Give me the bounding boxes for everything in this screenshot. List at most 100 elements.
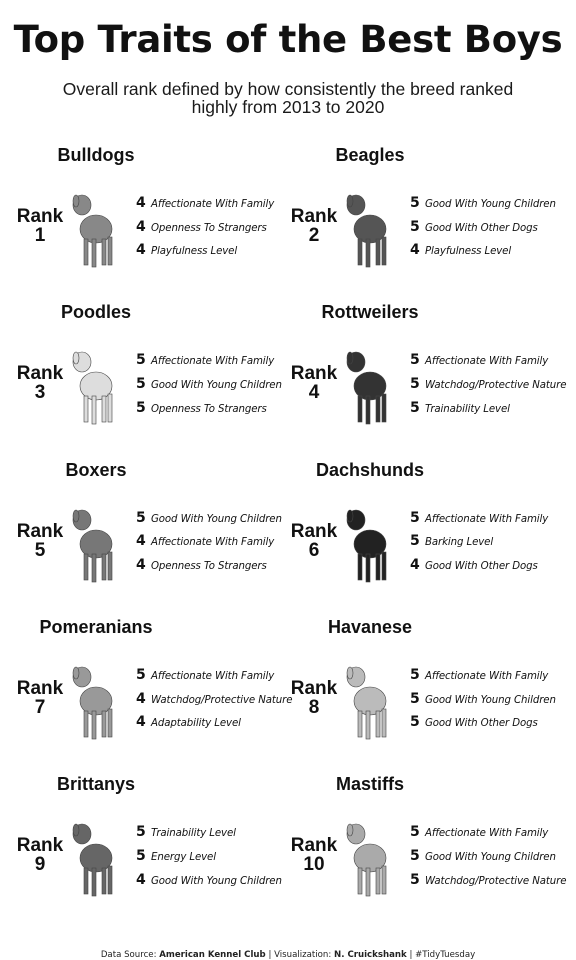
- trait-score: 4: [136, 714, 146, 731]
- trait-score: 5: [410, 666, 420, 683]
- trait-row: 5 Affectionate With Family: [136, 351, 288, 375]
- trait-list: 5 Affectionate With Family 5 Good With Youn…: [410, 823, 566, 895]
- trait-row: 5 Affectionate With Family: [410, 823, 562, 847]
- author-name: N. Cruickshank: [334, 950, 407, 960]
- breed-name: Rottweilers: [321, 302, 419, 323]
- rank-number: 4: [308, 382, 320, 404]
- dog-illustration: [72, 351, 113, 425]
- trait-name: Affectionate With Family: [425, 513, 549, 525]
- trait-list: 5 Affectionate With Family 5 Good With Youn…: [410, 666, 562, 737]
- trait-row: 4 Playfulness Level: [410, 241, 562, 265]
- dog-illustration: [346, 823, 387, 897]
- trait-row: 5 Affectionate With Family: [410, 351, 562, 375]
- trait-row: 5 Watchdog/Protective Nature: [410, 871, 566, 895]
- trait-row: 5 Trainability Level: [410, 399, 562, 423]
- breed-card: Beagles Rank 2 5 Good With Young Children 5 Go…: [274, 145, 562, 302]
- trait-score: 5: [136, 847, 146, 864]
- breed-card: Rottweilers Rank 4 5 Affectionate With Famil…: [274, 302, 566, 459]
- trait-row: 4 Adaptability Level: [136, 713, 288, 737]
- source-label: Data Source:: [100, 950, 157, 960]
- trait-row: 5 Barking Level: [410, 532, 562, 556]
- trait-row: 5 Good With Other Dogs: [410, 713, 562, 737]
- rank-label: Rank 3: [8, 364, 72, 402]
- trait-score: 5: [410, 509, 420, 526]
- trait-name: Affectionate With Family: [151, 356, 275, 368]
- trait-score: 5: [410, 847, 420, 864]
- breed-card: Mastiffs Rank 10 5 Affectionate With Family 5…: [274, 774, 566, 931]
- trait-score: 4: [136, 242, 146, 259]
- trait-score: 4: [136, 533, 146, 550]
- rank-label: Rank 4: [282, 364, 346, 402]
- trait-score: 5: [410, 533, 420, 550]
- trait-score: 5: [136, 399, 146, 416]
- breed-card: Dachshunds Rank 6 5 Affectionate With Family…: [274, 460, 562, 617]
- trait-score: 4: [136, 690, 146, 707]
- chart-title: Top Traits of the Best Boys: [13, 18, 563, 61]
- trait-name: Trainability Level: [151, 828, 236, 840]
- trait-name: Openness To Strangers: [151, 560, 267, 572]
- trait-row: 5 Affectionate With Family: [410, 509, 562, 533]
- breed-card: Havanese Rank 8 5 Affectionate With Family 5 G…: [274, 617, 562, 774]
- breed-name: Brittanys: [56, 774, 136, 795]
- rank-number: 9: [34, 854, 46, 876]
- dog-illustration: [346, 194, 387, 268]
- trait-list: 5 Affectionate With Family 5 Barking Level 4…: [410, 509, 562, 580]
- breed-card: Brittanys Rank 9 5 Trainability Level 5 Energy…: [0, 774, 288, 931]
- trait-score: 5: [136, 352, 146, 369]
- trait-row: 5 Openness To Strangers: [136, 399, 288, 423]
- breed-card: Pomeranians Rank 7 5 Affectionate With Famil…: [0, 617, 292, 774]
- breed-name: Dachshunds: [315, 459, 425, 480]
- trait-row: 5 Affectionate With Family: [410, 666, 562, 690]
- trait-row: 5 Good With Young Children: [136, 375, 288, 399]
- trait-score: 4: [136, 218, 146, 235]
- trait-name: Playfulness Level: [425, 246, 512, 258]
- breed-name: Bulldogs: [57, 145, 135, 165]
- trait-row: 4 Watchdog/Protective Nature: [136, 690, 292, 714]
- trait-name: Good With Young Children: [425, 851, 556, 863]
- trait-list: 5 Trainability Level 5 Energy Level 4 Good Wi…: [136, 823, 288, 894]
- trait-row: 4 Playfulness Level: [136, 241, 288, 265]
- caption: Data Source: American Kennel Club | Visu…: [0, 950, 576, 960]
- trait-row: 5 Good With Young Children: [410, 690, 562, 714]
- trait-score: 4: [410, 556, 420, 573]
- trait-name: Affectionate With Family: [151, 199, 275, 210]
- trait-name: Good With Other Dogs: [425, 222, 538, 234]
- trait-list: 4 Affectionate With Family 4 Openness To St…: [136, 194, 288, 265]
- trait-score: 5: [410, 824, 420, 841]
- trait-score: 5: [410, 375, 420, 392]
- caption-separator: |: [268, 950, 272, 960]
- trait-row: 5 Good With Young Children: [136, 509, 288, 533]
- rank-word: Rank: [16, 520, 64, 542]
- rank-word: Rank: [290, 677, 338, 699]
- breed-card: Bulldogs Rank 1 4 Affectionate With Family 4 O…: [0, 145, 288, 302]
- trait-name: Affectionate With Family: [425, 670, 549, 682]
- source-name: American Kennel Club: [159, 950, 266, 960]
- trait-row: 4 Openness To Strangers: [136, 556, 288, 580]
- rank-word: Rank: [290, 520, 338, 542]
- trait-score: 5: [410, 399, 420, 416]
- trait-score: 5: [410, 218, 420, 235]
- trait-name: Adaptability Level: [151, 718, 241, 730]
- trait-list: 5 Affectionate With Family 4 Watchdog/Prote…: [136, 666, 292, 737]
- trait-name: Good With Young Children: [425, 199, 556, 210]
- trait-name: Good With Young Children: [151, 875, 282, 887]
- trait-score: 5: [410, 690, 420, 707]
- trait-name: Trainability Level: [425, 403, 510, 415]
- trait-name: Affectionate With Family: [425, 356, 549, 368]
- trait-name: Good With Young Children: [151, 513, 282, 525]
- trait-score: 5: [136, 375, 146, 392]
- rank-word: Rank: [16, 363, 64, 385]
- rank-number: 8: [308, 696, 320, 718]
- rank-number: 6: [308, 539, 320, 561]
- trait-row: 5 Trainability Level: [136, 823, 288, 847]
- dog-illustration: [72, 194, 113, 268]
- rank-label: Rank 2: [282, 207, 346, 245]
- viz-label: Visualization:: [274, 950, 332, 960]
- rank-label: Rank 8: [282, 679, 346, 717]
- trait-row: 5 Good With Young Children: [410, 847, 562, 871]
- trait-row: 5 Good With Other Dogs: [410, 218, 562, 242]
- trait-score: 4: [410, 242, 420, 259]
- trait-name: Watchdog/Protective Nature: [425, 379, 567, 391]
- rank-word: Rank: [290, 206, 338, 227]
- trait-list: 5 Good With Young Children 4 Affectionate W…: [136, 509, 288, 580]
